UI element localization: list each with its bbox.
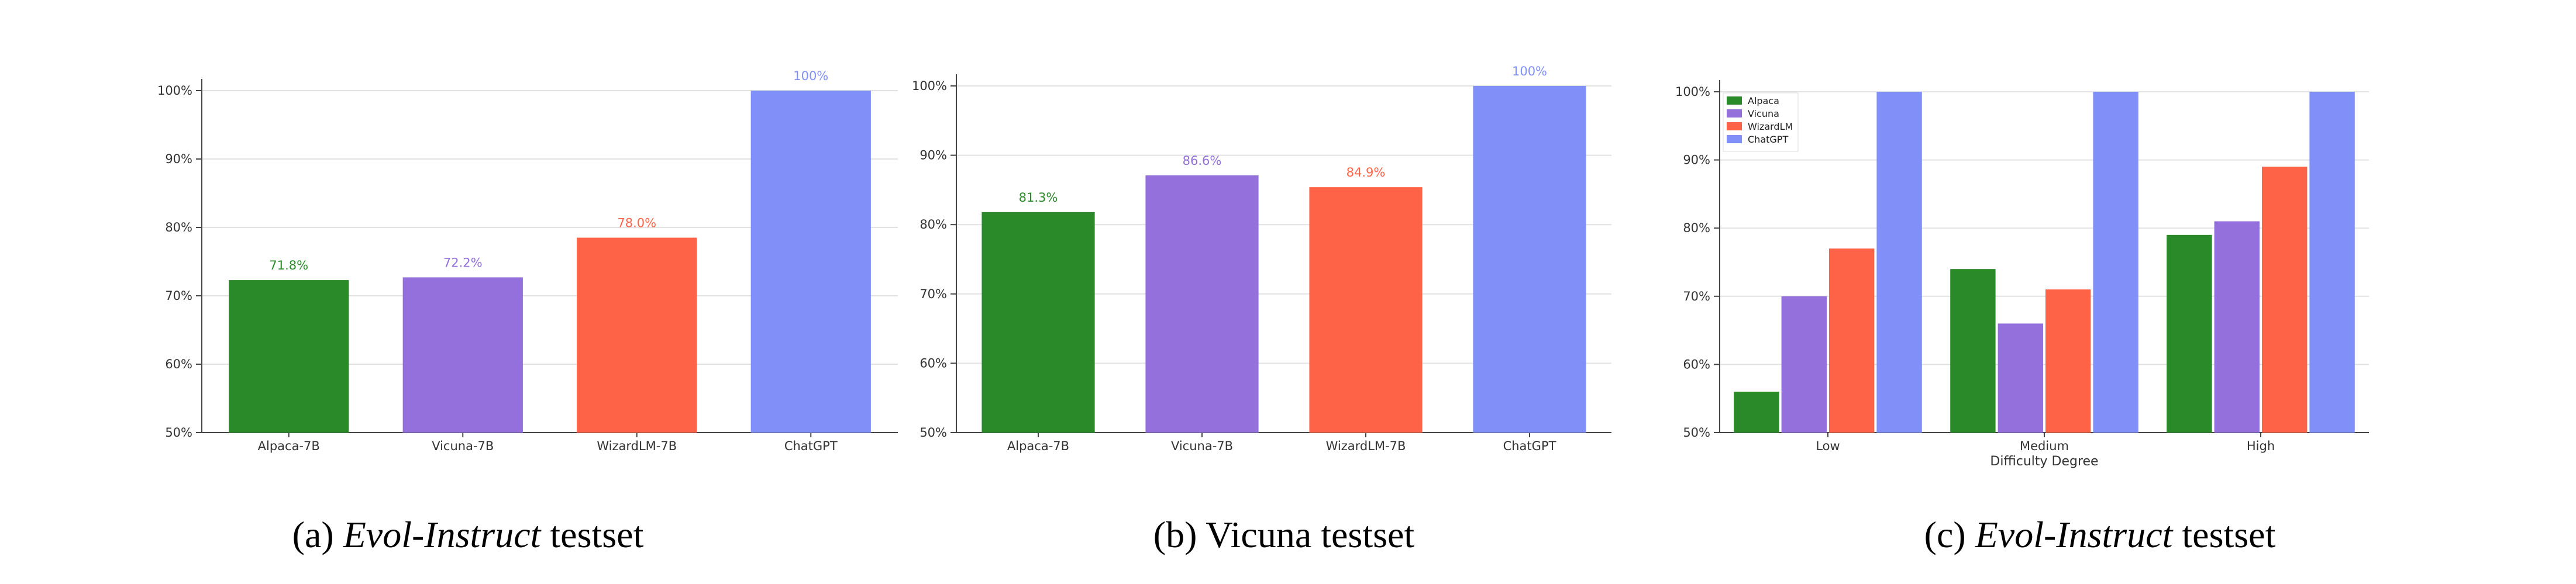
bar <box>1998 323 2043 433</box>
bar <box>1734 392 1779 433</box>
caption-c: (c) Evol-Instruct testset <box>1924 514 2276 555</box>
legend-label: WizardLM <box>1748 121 1793 132</box>
bar <box>402 277 523 433</box>
bar <box>1950 269 1996 433</box>
x-tick-label: Alpaca-7B <box>258 439 320 453</box>
y-tick-label: 90% <box>1683 153 1710 167</box>
y-tick-label: 80% <box>919 217 947 231</box>
data-label: 100% <box>1512 64 1547 78</box>
legend-swatch <box>1727 109 1742 118</box>
data-label: 81.3% <box>1019 191 1058 205</box>
y-tick-label: 100% <box>912 79 947 93</box>
legend-label: Vicuna <box>1748 108 1779 119</box>
y-tick-label: 50% <box>165 426 192 440</box>
x-tick-label: ChatGPT <box>784 439 838 453</box>
bar <box>2093 92 2138 433</box>
caption-b: (b) Vicuna testset <box>1153 514 1415 555</box>
data-label: 71.8% <box>269 258 308 272</box>
y-tick-label: 70% <box>1683 289 1710 303</box>
bar <box>2045 289 2091 433</box>
y-tick-label: 60% <box>165 357 192 371</box>
bar <box>1829 248 1875 433</box>
bar <box>1781 296 1827 433</box>
y-tick-label: 60% <box>919 356 947 370</box>
y-tick-label: 100% <box>157 84 192 98</box>
y-tick-label: 90% <box>919 148 947 163</box>
x-tick-label: High <box>2247 439 2275 453</box>
legend-swatch <box>1727 96 1742 105</box>
bar <box>2262 167 2308 433</box>
x-tick-label: WizardLM-7B <box>597 439 677 453</box>
caption-a: (a) Evol-Instruct testset <box>292 514 644 555</box>
bar <box>1876 92 1922 433</box>
bar <box>982 212 1095 433</box>
bar <box>750 91 871 433</box>
y-tick-label: 80% <box>1683 221 1710 235</box>
bar <box>1473 86 1586 433</box>
y-tick-label: 70% <box>165 289 192 303</box>
bar <box>1309 187 1423 433</box>
bar <box>2214 221 2260 433</box>
bar <box>577 237 697 433</box>
x-tick-label: WizardLM-7B <box>1326 439 1406 453</box>
x-axis-title: Difficulty Degree <box>1990 454 2098 469</box>
x-tick-label: Vicuna-7B <box>1171 439 1233 453</box>
x-tick-label: Low <box>1816 439 1840 453</box>
bar <box>2167 234 2212 433</box>
y-tick-label: 60% <box>1683 357 1710 371</box>
y-tick-label: 50% <box>1683 426 1710 440</box>
legend-label: ChatGPT <box>1748 134 1788 145</box>
y-tick-label: 100% <box>1675 85 1710 99</box>
x-tick-label: Alpaca-7B <box>1007 439 1069 453</box>
y-tick-label: 50% <box>919 426 947 440</box>
legend-swatch <box>1727 135 1742 143</box>
y-tick-label: 70% <box>919 287 947 301</box>
data-label: 78.0% <box>617 216 656 230</box>
x-tick-label: ChatGPT <box>1503 439 1556 453</box>
data-label: 100% <box>793 69 828 83</box>
data-label: 72.2% <box>443 255 483 269</box>
bar <box>229 280 349 433</box>
y-tick-label: 80% <box>165 220 192 234</box>
data-label: 84.9% <box>1346 165 1386 179</box>
bar <box>1145 175 1259 433</box>
legend-swatch <box>1727 122 1742 130</box>
x-tick-label: Vicuna-7B <box>432 439 494 453</box>
x-tick-label: Medium <box>2020 439 2069 453</box>
bar <box>2309 92 2355 433</box>
y-tick-label: 90% <box>165 152 192 166</box>
legend-label: Alpaca <box>1748 95 1779 106</box>
data-label: 86.6% <box>1183 154 1222 168</box>
